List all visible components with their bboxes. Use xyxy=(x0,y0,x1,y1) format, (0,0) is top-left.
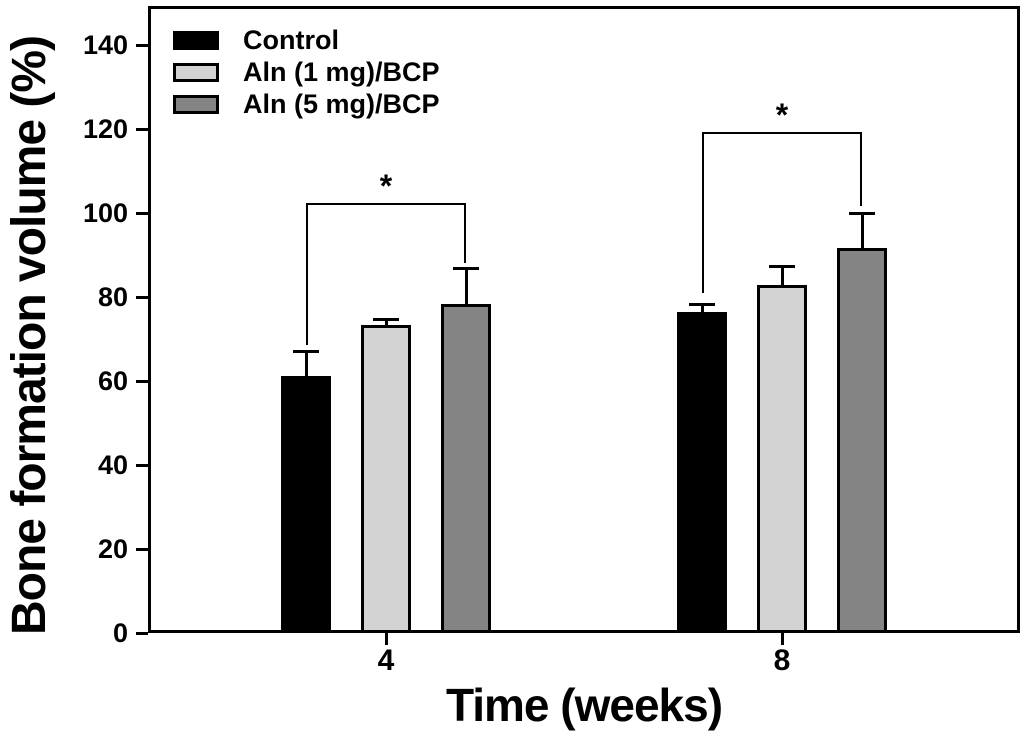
error-bar-whisker xyxy=(464,268,468,305)
error-bar-whisker xyxy=(860,213,864,248)
significance-bracket-right-leg xyxy=(464,202,466,263)
significance-star: * xyxy=(379,167,393,204)
bar-aln-5-mg-bcp-week-4 xyxy=(441,304,491,633)
error-bar-whisker xyxy=(780,266,784,285)
significance-bracket xyxy=(306,202,466,205)
y-axis-tick xyxy=(136,547,148,551)
error-bar-whisker xyxy=(384,319,388,326)
significance-bracket-left-leg xyxy=(702,131,704,293)
x-tick-label: 8 xyxy=(773,644,791,677)
y-tick-label: 80 xyxy=(97,282,128,312)
y-tick-label: 20 xyxy=(97,534,128,564)
error-bar-cap xyxy=(453,267,479,271)
y-tick-label: 120 xyxy=(82,114,128,144)
significance-bracket xyxy=(702,131,862,134)
y-axis-label: Bone formation volume (%) xyxy=(3,35,56,636)
y-tick-label: 60 xyxy=(97,366,128,396)
y-axis-tick xyxy=(136,211,148,215)
y-tick-label: 40 xyxy=(97,450,128,480)
legend-swatch xyxy=(173,62,219,82)
significance-star: * xyxy=(775,96,789,133)
y-axis-tick xyxy=(136,127,148,131)
error-bar-cap xyxy=(849,211,875,215)
bar-aln-1-mg-bcp-week-8 xyxy=(757,284,807,633)
legend-item: Control xyxy=(173,24,440,56)
y-axis-tick xyxy=(136,295,148,299)
y-tick-label: 100 xyxy=(82,198,128,228)
error-bar-cap xyxy=(293,349,319,353)
legend-label: Control xyxy=(243,24,339,55)
x-axis-label: Time (weeks) xyxy=(445,679,723,731)
y-tick-label: 0 xyxy=(112,618,128,648)
y-axis-tick xyxy=(136,379,148,383)
legend: Control Aln (1 mg)/BCP Aln (5 mg)/BCP xyxy=(173,24,440,120)
legend-label: Aln (5 mg)/BCP xyxy=(243,88,440,119)
error-bar-cap xyxy=(689,303,715,307)
error-bar-cap xyxy=(769,265,795,269)
significance-bracket-right-leg xyxy=(860,131,862,206)
bar-aln-1-mg-bcp-week-4 xyxy=(361,325,411,633)
legend-item: Aln (5 mg)/BCP xyxy=(173,88,440,120)
y-axis-tick xyxy=(136,43,148,47)
y-tick-label: 140 xyxy=(82,30,128,60)
legend-item: Aln (1 mg)/BCP xyxy=(173,56,440,88)
bar-aln-5-mg-bcp-week-8 xyxy=(837,247,887,633)
bar-control-week-8 xyxy=(677,312,727,633)
legend-label: Aln (1 mg)/BCP xyxy=(243,56,440,87)
error-bar-whisker xyxy=(700,304,704,313)
error-bar-whisker xyxy=(304,351,308,376)
y-axis-tick xyxy=(136,463,148,467)
legend-swatch xyxy=(173,30,219,50)
y-axis-tick xyxy=(136,631,148,635)
bar-control-week-4 xyxy=(281,375,331,633)
x-axis-tick xyxy=(780,633,784,645)
x-tick-label: 4 xyxy=(377,644,395,677)
error-bar-cap xyxy=(373,317,399,321)
x-axis-tick xyxy=(384,633,388,645)
significance-bracket-left-leg xyxy=(306,202,308,345)
legend-swatch xyxy=(173,94,219,114)
